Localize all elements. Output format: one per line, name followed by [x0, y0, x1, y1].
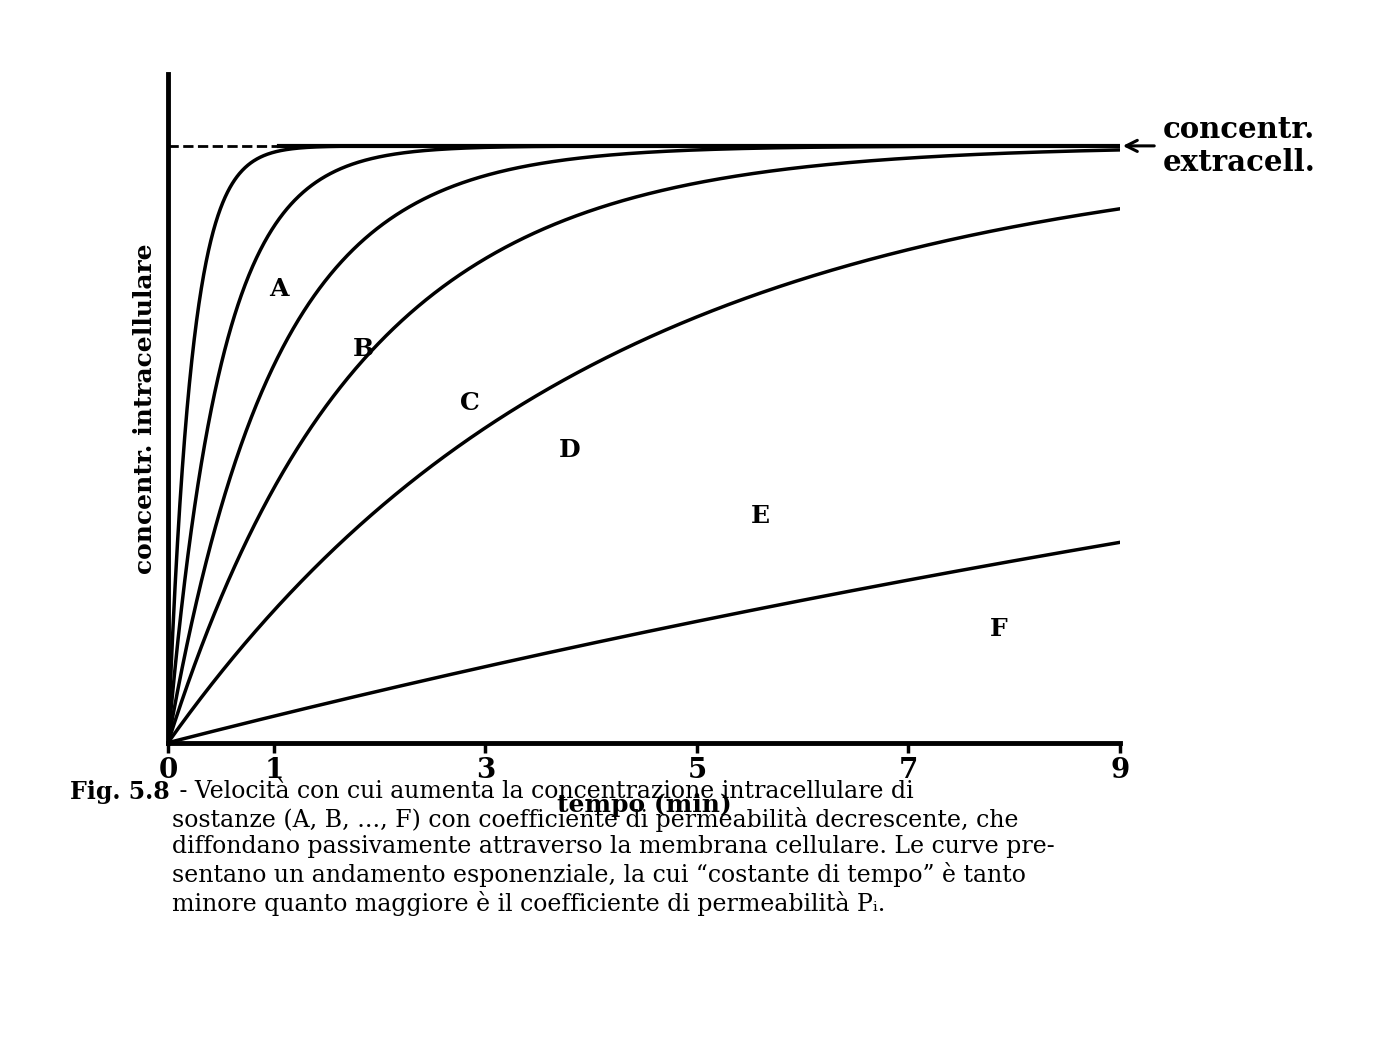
- Text: Fig. 5.8: Fig. 5.8: [70, 780, 169, 804]
- Text: B: B: [353, 336, 374, 361]
- Text: C: C: [459, 390, 479, 415]
- Y-axis label: concentr. intracellulare: concentr. intracellulare: [133, 243, 157, 574]
- Text: - Velocità con cui aumenta la concentrazione intracellulare di
sostanze (A, B, .: - Velocità con cui aumenta la concentraz…: [172, 780, 1054, 917]
- X-axis label: tempo (min): tempo (min): [557, 793, 731, 817]
- Text: A: A: [269, 277, 288, 301]
- Text: D: D: [559, 438, 581, 463]
- Text: F: F: [990, 618, 1007, 641]
- Text: concentr.
extracell.: concentr. extracell.: [1162, 115, 1315, 177]
- Text: E: E: [750, 504, 770, 528]
